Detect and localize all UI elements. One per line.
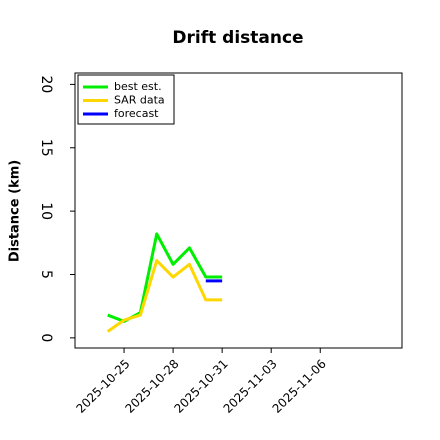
plot-frame — [74, 72, 403, 349]
chart-title: Drift distance — [172, 28, 303, 48]
y-tick-label: 10 — [38, 202, 54, 220]
series-line — [106, 259, 223, 333]
legend-label: forecast — [114, 107, 159, 120]
y-tick-label: 15 — [38, 139, 54, 157]
y-tick-label: 5 — [38, 270, 54, 279]
y-tick-label: 20 — [38, 75, 54, 93]
y-tick-label: 0 — [38, 333, 54, 342]
legend-box — [77, 74, 175, 125]
series-line — [107, 232, 223, 323]
legend-label: SAR data — [114, 94, 165, 107]
y-axis-label: Distance (km) — [8, 160, 23, 262]
legend-label: best est. — [114, 80, 162, 93]
